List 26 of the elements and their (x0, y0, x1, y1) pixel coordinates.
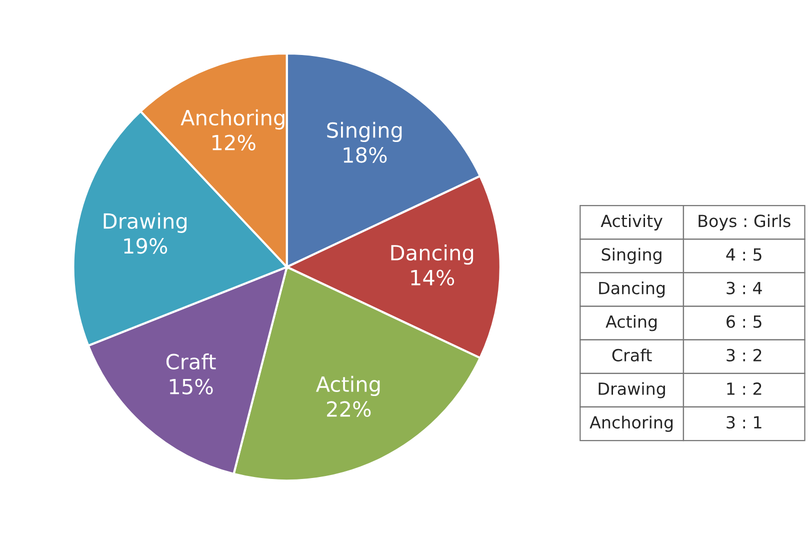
text: Craft (612, 348, 652, 362)
text: 1 : 2 (727, 382, 762, 395)
text: Singing (602, 248, 662, 264)
text: Anchoring (590, 416, 673, 432)
slice-label: Singing (327, 122, 402, 142)
text: 3 : 1 (726, 416, 762, 429)
text: 6 : 5 (726, 315, 762, 328)
slice-label: Craft (166, 353, 216, 370)
slice-label: Dancing (391, 244, 474, 265)
text: 4 : 5 (726, 248, 762, 261)
text: Boys : Girls (698, 214, 790, 230)
data-label: 18% (344, 147, 387, 163)
data-label: 14% (411, 270, 454, 286)
data-label: 22% (327, 401, 371, 417)
text: Acting (606, 315, 657, 332)
text: Dancing (599, 281, 665, 298)
slice-label: Acting (316, 376, 380, 396)
data-label: 19% (124, 238, 168, 254)
data-label: 12% (212, 134, 256, 150)
text: 3 : 4 (726, 282, 762, 294)
text: Activity (600, 214, 662, 230)
data-label: 15% (170, 378, 213, 394)
text: 3 : 2 (726, 348, 762, 362)
text: Drawing (598, 382, 665, 398)
slice-label: Anchoring (180, 109, 284, 130)
slice-label: Drawing (104, 212, 187, 233)
